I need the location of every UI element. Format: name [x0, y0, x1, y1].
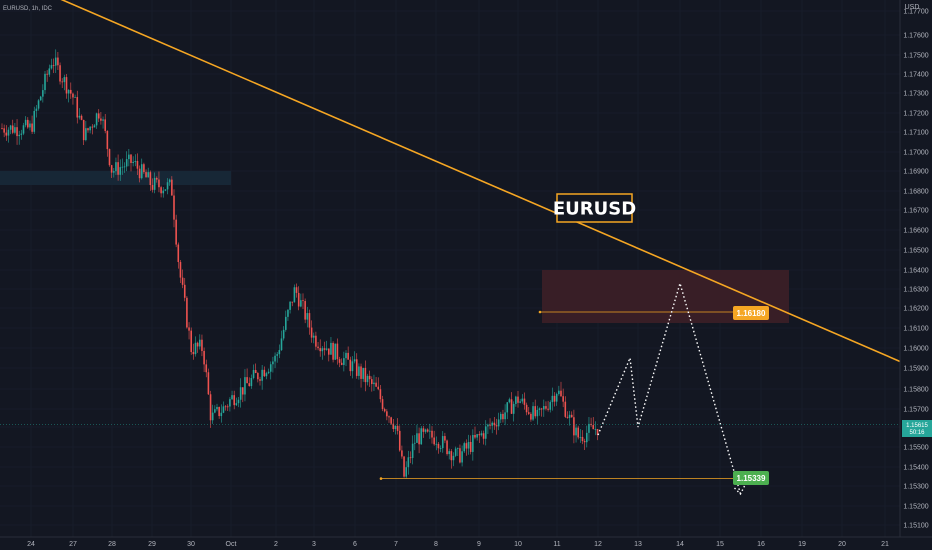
price-tick-label: 1.17500 [903, 53, 928, 60]
time-tick-label: 21 [881, 541, 889, 548]
price-tick-label: 1.16700 [903, 208, 928, 215]
price-tick-label: 1.16000 [903, 346, 928, 353]
price-tick-label: 1.17200 [903, 111, 928, 118]
descending-trendline[interactable] [0, 0, 921, 371]
time-tick-label: 3 [312, 541, 316, 548]
projection-arrowhead [734, 485, 746, 496]
price-tick-label: 1.15700 [903, 407, 928, 414]
price-tick-label: 1.16300 [903, 287, 928, 294]
time-tick-label: 7 [394, 541, 398, 548]
current-price-value: 1.15615 [906, 423, 928, 429]
price-tick-label: 1.15400 [903, 465, 928, 472]
time-tick-label: Oct [226, 541, 237, 548]
time-tick-label: 30 [187, 541, 195, 548]
price-tick-label: 1.16800 [903, 189, 928, 196]
price-tick-label: 1.17000 [903, 150, 928, 157]
support-price-tag: 1.15339 [733, 471, 769, 485]
price-tick-label: 1.17100 [903, 130, 928, 137]
time-tick-label: 28 [108, 541, 116, 548]
price-tick-label: 1.16100 [903, 326, 928, 333]
symbol-label: EURUSD, 1h, IDC [3, 6, 53, 12]
price-projection-path [597, 280, 742, 495]
price-tick-label: 1.16500 [903, 248, 928, 255]
time-tick-label: 11 [553, 541, 560, 548]
price-tick-label: 1.15900 [903, 366, 928, 373]
price-tick-label: 1.15200 [903, 504, 928, 511]
price-tick-label: 1.15800 [903, 387, 928, 394]
time-tick-label: 27 [69, 541, 77, 548]
price-tick-label: 1.16900 [903, 169, 928, 176]
time-tick-label: 9 [477, 541, 481, 548]
time-tick-label: 20 [838, 541, 846, 548]
support-price-label: 1.15339 [737, 474, 766, 483]
chart-title: EURUSD [553, 199, 636, 220]
time-tick-label: 12 [594, 541, 602, 548]
candlestick-series [1, 49, 599, 479]
price-axis-panel[interactable] [900, 0, 932, 550]
current-price-tag: 1.15615 50:16 [902, 420, 932, 437]
time-tick-label: 6 [353, 541, 357, 548]
price-tick-label: 1.15100 [903, 523, 928, 530]
time-tick-label: 8 [434, 541, 438, 548]
resistance-price-tag: 1.16180 [733, 306, 769, 320]
support-level-anchor [379, 477, 383, 480]
price-tick-label: 1.15300 [903, 484, 928, 491]
time-tick-label: 15 [716, 541, 724, 548]
price-tick-label: 1.17700 [903, 9, 928, 16]
time-tick-label: 29 [148, 541, 156, 548]
currency-label: USD [905, 4, 920, 11]
price-tick-label: 1.16400 [903, 268, 928, 275]
time-axis-ticks: 24 27 28 29 30 Oct 2 3 6 7 8 9 10 11 12 13 14 15 16 19 20 21 [27, 541, 889, 548]
time-tick-label: 2 [274, 541, 278, 548]
title-box: EURUSD [553, 193, 636, 223]
resistance-level-anchor [538, 310, 542, 314]
price-tick-label: 1.17400 [903, 72, 928, 79]
time-tick-label: 19 [798, 541, 806, 548]
time-tick-label: 16 [757, 541, 765, 548]
price-tick-label: 1.17600 [903, 33, 928, 40]
time-tick-label: 24 [27, 541, 35, 548]
price-axis-ticks: 1.17700 1.17600 1.17500 1.17400 1.17300 1.172… [903, 9, 928, 530]
time-axis-panel[interactable] [0, 537, 932, 550]
price-tick-label: 1.16600 [903, 228, 928, 235]
price-tick-label: 1.17300 [903, 91, 928, 98]
time-tick-label: 13 [634, 541, 642, 548]
time-tick-label: 14 [676, 541, 684, 548]
candle-countdown: 50:16 [909, 430, 925, 436]
price-tick-label: 1.15500 [903, 445, 928, 452]
resistance-price-label: 1.16180 [737, 309, 766, 318]
price-tick-label: 1.16200 [903, 306, 928, 313]
time-tick-label: 10 [514, 541, 522, 548]
support-zone-left [0, 171, 231, 185]
